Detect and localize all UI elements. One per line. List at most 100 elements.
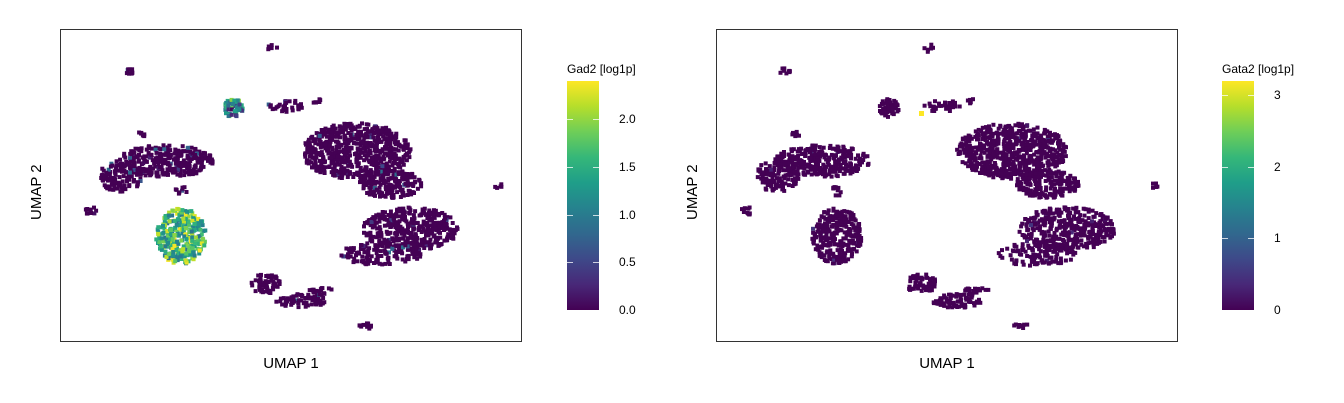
cell-point	[263, 279, 268, 284]
cell-point	[373, 181, 377, 186]
cell-point	[138, 176, 143, 181]
cell-point	[139, 131, 144, 136]
cell-point	[175, 244, 179, 248]
cell-point	[230, 101, 235, 106]
cell-point	[173, 227, 178, 232]
cell-point	[442, 218, 446, 223]
cell-point	[1033, 171, 1038, 176]
cell-point	[978, 300, 983, 305]
cell-point	[149, 146, 154, 151]
cell-point	[337, 162, 342, 167]
cell-point	[364, 140, 369, 145]
left-umap-scatter	[83, 43, 504, 331]
cell-point	[357, 323, 362, 328]
cell-point	[992, 143, 997, 148]
cell-point	[349, 246, 354, 251]
cell-point	[777, 176, 782, 181]
cell-point	[389, 156, 394, 161]
cell-point	[157, 236, 162, 241]
cell-point	[389, 193, 394, 198]
cell-point	[791, 130, 795, 135]
cell-point	[1001, 162, 1006, 167]
cell-point	[968, 98, 972, 102]
cell-point	[892, 98, 897, 103]
cell-point	[114, 159, 119, 164]
cell-point	[930, 279, 935, 283]
cell-point	[179, 254, 184, 259]
cell-point	[772, 168, 777, 172]
cell-point	[1052, 178, 1057, 183]
cell-point	[200, 223, 205, 228]
cell-point	[1052, 189, 1057, 194]
cell-point	[361, 322, 366, 327]
cell-point	[394, 251, 399, 255]
cell-point	[842, 230, 847, 235]
cell-point	[1021, 172, 1026, 177]
cell-point	[802, 160, 806, 164]
cell-point-high	[919, 111, 924, 116]
cell-point	[400, 214, 404, 219]
cell-point	[164, 237, 169, 242]
cell-point	[884, 110, 889, 115]
cell-point	[273, 282, 278, 287]
cell-point	[332, 173, 337, 178]
cell-point	[127, 183, 132, 188]
cell-point	[1068, 257, 1073, 262]
cell-point	[283, 303, 288, 308]
colorbar-tick	[567, 166, 573, 168]
cell-point	[1018, 164, 1023, 168]
cell-point	[306, 292, 311, 297]
cell-point	[833, 146, 838, 151]
cell-point	[436, 229, 441, 234]
cell-point	[376, 154, 381, 158]
cell-point	[167, 210, 172, 215]
cell-point	[269, 273, 274, 278]
cell-point	[829, 257, 834, 262]
cell-point	[340, 173, 345, 178]
cell-point	[808, 148, 813, 153]
cell-point	[137, 130, 142, 135]
cell-point	[369, 162, 374, 167]
cell-point	[317, 292, 322, 297]
cell-point	[837, 243, 842, 247]
cell-point	[1061, 145, 1066, 150]
cell-point	[983, 171, 988, 176]
cell-point	[272, 274, 276, 279]
cell-point	[841, 236, 846, 241]
cell-point	[146, 146, 151, 150]
cell-point	[180, 185, 185, 190]
cell-point	[1073, 235, 1078, 240]
cell-point	[210, 159, 215, 164]
cell-point	[1061, 238, 1066, 242]
cell-point	[1020, 126, 1025, 131]
cell-point	[377, 261, 382, 266]
cell-point	[409, 231, 414, 235]
cell-point	[322, 167, 327, 172]
cell-point	[412, 226, 417, 231]
cell-point	[966, 150, 971, 155]
cell-point	[1043, 253, 1048, 258]
cell-point	[386, 171, 391, 176]
cell-point	[824, 157, 829, 162]
cell-point	[105, 184, 110, 189]
cell-point	[372, 126, 377, 131]
cell-point	[1104, 216, 1108, 221]
cell-point	[1052, 162, 1057, 167]
cell-point	[108, 187, 113, 192]
cell-point	[365, 258, 370, 263]
cell-point	[830, 261, 835, 266]
cell-point	[1047, 149, 1052, 154]
cell-point	[797, 149, 802, 154]
cell-point	[991, 152, 996, 157]
cell-point	[190, 225, 195, 230]
cell-point	[1029, 233, 1034, 238]
cell-point	[321, 296, 326, 300]
cell-point	[386, 256, 391, 261]
cell-point	[820, 253, 825, 258]
cell-point	[108, 170, 113, 174]
cell-point	[951, 300, 956, 305]
cell-point	[150, 158, 155, 163]
cell-point	[386, 220, 391, 225]
cell-point	[1079, 242, 1084, 247]
cell-point	[199, 232, 204, 237]
